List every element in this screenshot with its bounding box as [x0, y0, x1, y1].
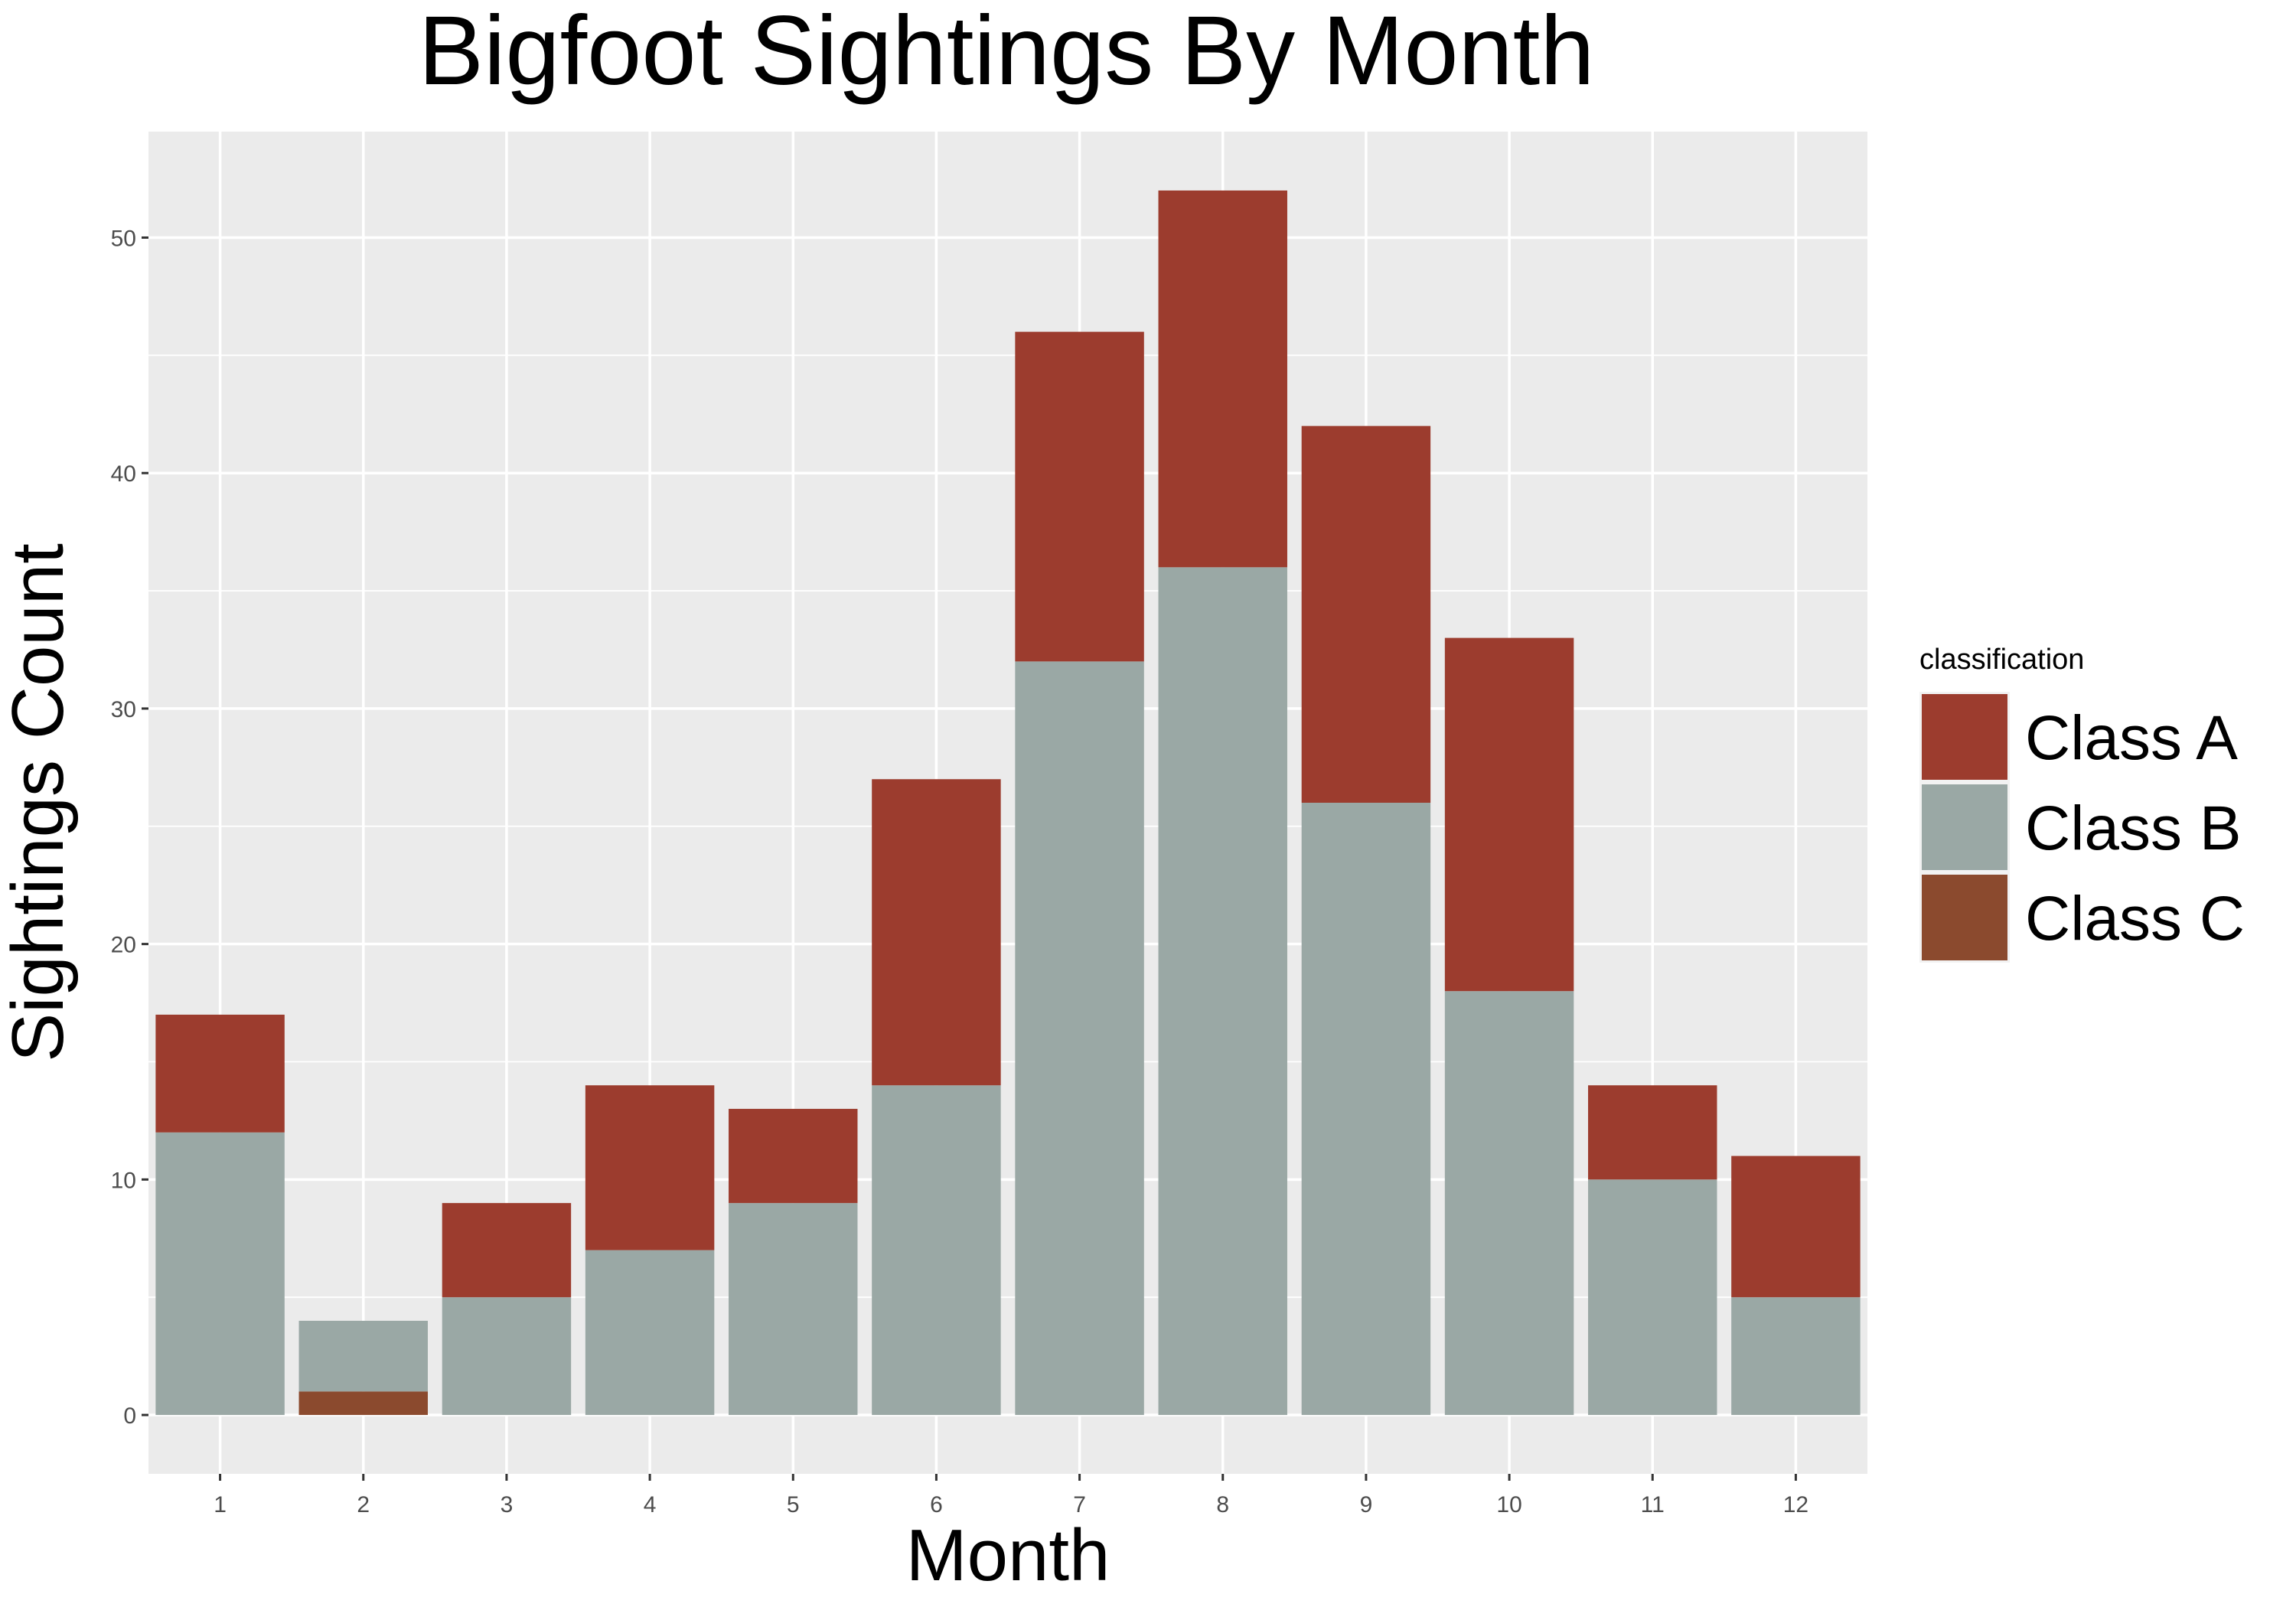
bar-segment [298, 1391, 428, 1416]
legend-label: Class A [2025, 703, 2238, 773]
x-tick-label: 10 [1496, 1492, 1521, 1517]
bar-segment [872, 1085, 1001, 1416]
x-tick-label: 4 [644, 1492, 657, 1517]
bar-segment [1731, 1156, 1861, 1298]
bar-segment [1731, 1297, 1861, 1416]
y-tick-label: 0 [123, 1403, 136, 1429]
y-tick-label: 50 [111, 226, 136, 251]
x-tick-label: 12 [1783, 1492, 1808, 1517]
x-tick-label: 11 [1641, 1492, 1665, 1517]
bar-segment [298, 1320, 428, 1392]
y-tick-label: 10 [111, 1168, 136, 1193]
bar-segment [1015, 661, 1144, 1416]
bar-segment [585, 1250, 715, 1416]
bar-segment [1015, 331, 1144, 662]
bar-segment [585, 1085, 715, 1250]
legend-swatch [1922, 875, 2007, 960]
y-tick-label: 40 [111, 461, 136, 487]
legend-title: classification [1919, 644, 2084, 676]
bar-segment [1444, 991, 1574, 1416]
y-axis-title: Sightings Count [0, 543, 79, 1062]
x-tick-label: 5 [787, 1492, 800, 1517]
bars [155, 190, 1861, 1416]
legend-items: Class A Class B Class C [1919, 692, 2245, 963]
bar-segment [729, 1203, 858, 1416]
y-axis: 0 10 20 30 40 50 [111, 226, 148, 1429]
legend-swatch [1922, 694, 2007, 780]
legend-label: Class C [2025, 884, 2245, 953]
bar-segment [1301, 803, 1431, 1416]
bar-segment [1158, 567, 1287, 1416]
x-axis: 1 2 3 4 5 6 7 8 9 10 11 12 [214, 1474, 1808, 1517]
x-tick-label: 2 [357, 1492, 370, 1517]
bar-segment [872, 779, 1001, 1086]
bar-segment [1301, 425, 1431, 803]
x-tick-label: 9 [1360, 1492, 1373, 1517]
bar-segment [1588, 1085, 1717, 1180]
x-tick-label: 3 [501, 1492, 514, 1517]
x-tick-label: 7 [1073, 1492, 1086, 1517]
bar-segment [1588, 1179, 1717, 1416]
bar-segment [442, 1203, 572, 1298]
legend-swatch [1922, 784, 2007, 870]
chart-title: Bigfoot Sightings By Month [419, 0, 1595, 106]
bar-segment [442, 1297, 572, 1416]
bar-segment [729, 1109, 858, 1204]
x-axis-title: Month [906, 1514, 1110, 1596]
x-tick-label: 1 [214, 1492, 227, 1517]
y-tick-label: 20 [111, 933, 136, 958]
bar-segment [155, 1132, 285, 1416]
bar-segment [1158, 190, 1287, 568]
y-tick-label: 30 [111, 697, 136, 722]
x-tick-label: 8 [1216, 1492, 1229, 1517]
legend-label: Class B [2025, 794, 2242, 863]
legend: classification Class A Class B Class C [1919, 644, 2245, 963]
bar-segment [155, 1014, 285, 1133]
bar-segment [1444, 637, 1574, 992]
x-tick-label: 6 [930, 1492, 943, 1517]
